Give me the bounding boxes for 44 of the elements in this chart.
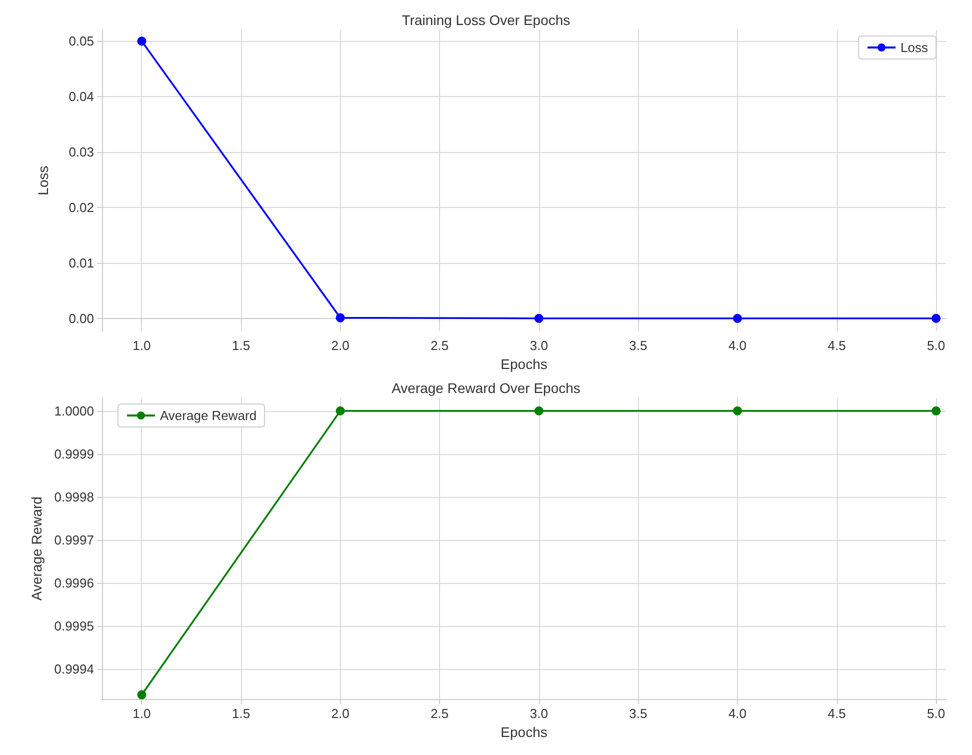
- y-tick-label: 0.9997: [54, 532, 94, 548]
- x-tick-label: 1.5: [232, 706, 250, 722]
- x-tick-label: 1.0: [132, 706, 151, 722]
- x-tick-label: 3.0: [530, 338, 548, 354]
- x-tick-label: 1.5: [232, 338, 250, 354]
- x-tick-label: 2.0: [331, 706, 350, 722]
- point: [137, 36, 146, 46]
- point: [732, 314, 742, 323]
- x-tick-label: 3.0: [530, 706, 548, 722]
- y-tick-label: 0.05: [68, 34, 94, 49]
- point: [534, 314, 544, 323]
- y-tick-label: 0.03: [68, 144, 94, 160]
- x-tick-label: 3.5: [629, 338, 648, 354]
- y-axis-title: Loss: [35, 166, 51, 196]
- point: [336, 313, 345, 322]
- x-tick-label: 2.5: [430, 706, 449, 722]
- x-tick-label: 4.5: [828, 338, 846, 354]
- point: [932, 314, 941, 323]
- x-tick-label: 4.5: [828, 706, 846, 722]
- y-tick-label: 0.9996: [54, 575, 94, 590]
- x-tick-label: 2.0: [331, 338, 350, 354]
- chart-title: Training Loss Over Epochs: [402, 12, 570, 28]
- x-tick-label: 3.5: [629, 706, 648, 722]
- y-tick-label: 0.9995: [54, 618, 94, 634]
- x-axis-title: Epochs: [500, 356, 548, 372]
- legend-label: Average Reward: [160, 408, 257, 423]
- y-tick-label: 0.00: [68, 310, 94, 326]
- y-tick-label: 0.9994: [54, 661, 94, 676]
- y-tick-label: 0.9998: [54, 489, 94, 504]
- y-tick-label: 0.02: [68, 200, 94, 215]
- y-tick-label: 0.01: [68, 255, 94, 270]
- y-tick-label: 1.0000: [54, 403, 94, 418]
- y-tick-label: 0.9999: [54, 446, 94, 462]
- x-tick-label: 1.0: [132, 338, 151, 354]
- x-tick-label: 2.5: [430, 338, 449, 354]
- chart-title: Average Reward Over Epochs: [392, 380, 580, 396]
- legend-label: Loss: [900, 40, 928, 55]
- y-tick-label: 0.04: [68, 89, 94, 104]
- x-tick-label: 5.0: [927, 338, 946, 354]
- y-axis-title: Average Reward: [28, 496, 44, 601]
- x-tick-label: 4.0: [728, 706, 747, 722]
- x-tick-label: 5.0: [927, 706, 946, 722]
- x-tick-label: 4.0: [728, 338, 747, 354]
- x-axis-title: Epochs: [500, 724, 548, 740]
